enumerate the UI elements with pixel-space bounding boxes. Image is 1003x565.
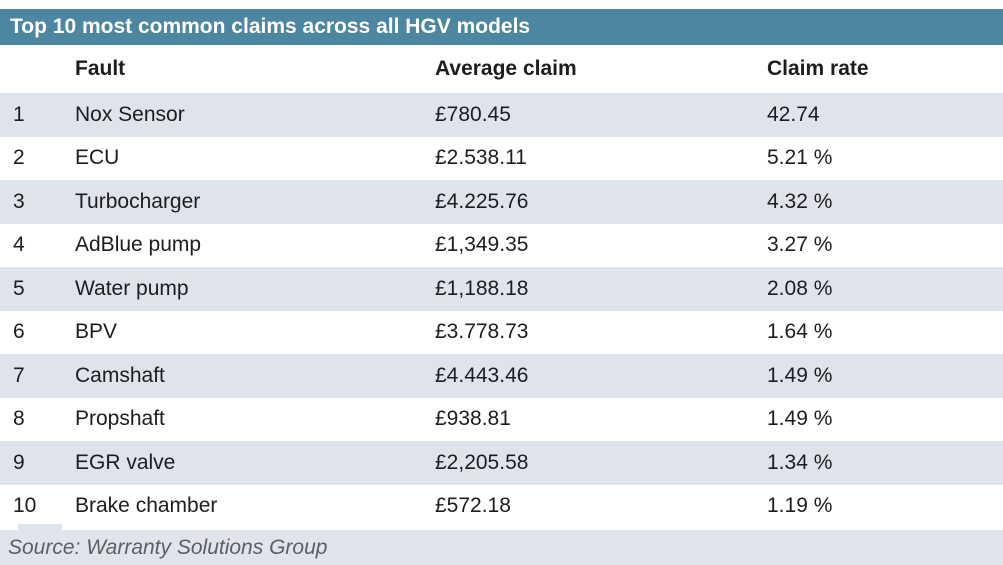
- table-title: Top 10 most common claims across all HGV…: [10, 15, 531, 38]
- table-body: 1 Nox Sensor £780.45 42.74 2 ECU £2.538.…: [0, 93, 1003, 528]
- column-gap: [420, 93, 428, 137]
- rank-cell: 9: [0, 441, 62, 485]
- rank-cell: 7: [0, 354, 62, 398]
- column-header-average-claim: Average claim: [435, 57, 577, 80]
- claim-rate-cell: 4.32 %: [757, 180, 1003, 224]
- rank-cell: 5: [0, 267, 62, 311]
- fault-cell: Water pump: [70, 267, 420, 311]
- source-text: Source: Warranty Solutions Group: [8, 535, 328, 559]
- average-claim-cell: £572.18: [435, 494, 511, 518]
- column-gap: [62, 441, 70, 485]
- fault-cell: Nox Sensor: [70, 93, 420, 137]
- column-header-fault: Fault: [75, 57, 126, 80]
- fault-cell: Turbocharger: [70, 180, 420, 224]
- column-gap: [62, 354, 70, 398]
- average-claim-cell: £2.538.11: [435, 146, 527, 170]
- average-claim-cell: £1,349.35: [435, 233, 529, 257]
- column-gap: [747, 93, 757, 137]
- column-gap: [420, 224, 428, 268]
- average-claim-cell: £780.45: [428, 93, 747, 137]
- column-gap: [62, 398, 70, 442]
- column-gap: [420, 398, 428, 442]
- rank-cell: 4: [13, 233, 25, 257]
- fault-cell: ECU: [75, 146, 120, 170]
- column-gap: [747, 441, 757, 485]
- average-claim-cell: £2,205.58: [428, 441, 747, 485]
- table-row: 4 AdBlue pump £1,349.35 3.27 %: [0, 224, 1003, 268]
- table-row: 10 Brake chamber £572.18 1.19 %: [0, 485, 1003, 529]
- column-gap: [420, 441, 428, 485]
- table-row: 8 Propshaft £938.81 1.49 %: [0, 398, 1003, 442]
- column-gap: [420, 180, 428, 224]
- table-row: 3 Turbocharger £4.225.76 4.32 %: [0, 180, 1003, 224]
- fault-cell: BPV: [75, 320, 118, 344]
- table-row: 5 Water pump £1,188.18 2.08 %: [0, 267, 1003, 311]
- average-claim-cell: £3.778.73: [435, 320, 529, 344]
- fault-cell: AdBlue pump: [75, 233, 202, 257]
- column-gap: [62, 311, 70, 355]
- column-gap: [420, 267, 428, 311]
- column-header-claim-rate: Claim rate: [767, 57, 869, 80]
- table-row: 6 BPV £3.778.73 1.64 %: [0, 311, 1003, 355]
- column-gap: [747, 398, 757, 442]
- average-claim-cell: £4.443.46: [428, 354, 747, 398]
- column-gap: [747, 267, 757, 311]
- column-gap: [62, 267, 70, 311]
- column-gap: [747, 180, 757, 224]
- average-claim-cell: £4.225.76: [428, 180, 747, 224]
- rank-cell: 6: [13, 320, 25, 344]
- column-gap: [747, 224, 757, 268]
- rank-cell: 2: [13, 146, 25, 170]
- rank-cell: 8: [13, 407, 25, 431]
- rank-cell: 1: [0, 93, 62, 137]
- column-gap: [420, 137, 428, 181]
- column-gap: [747, 485, 757, 529]
- table-row: 7 Camshaft £4.443.46 1.49 %: [0, 354, 1003, 398]
- average-claim-cell: £1,188.18: [428, 267, 747, 311]
- column-gap: [747, 137, 757, 181]
- fault-cell: EGR valve: [70, 441, 420, 485]
- column-gap: [420, 354, 428, 398]
- claim-rate-cell: 1.34 %: [757, 441, 1003, 485]
- rank-cell: 3: [0, 180, 62, 224]
- column-gap: [747, 311, 757, 355]
- claim-rate-cell: 42.74: [757, 93, 1003, 137]
- claim-rate-cell: 1.49 %: [757, 354, 1003, 398]
- claim-rate-cell: 1.49 %: [767, 407, 833, 431]
- column-gap: [420, 485, 428, 529]
- table-title-bar: Top 10 most common claims across all HGV…: [0, 9, 1003, 45]
- claim-rate-cell: 1.19 %: [767, 494, 833, 518]
- footer-notch: [18, 524, 62, 530]
- source-footer: Source: Warranty Solutions Group: [0, 524, 1003, 565]
- column-gap: [62, 485, 70, 529]
- column-gap: [62, 93, 70, 137]
- rank-cell: 10: [13, 494, 37, 518]
- average-claim-cell: £938.81: [435, 407, 511, 431]
- fault-cell: Camshaft: [70, 354, 420, 398]
- table-row: 1 Nox Sensor £780.45 42.74: [0, 93, 1003, 137]
- fault-cell: Propshaft: [75, 407, 165, 431]
- table-row: 2 ECU £2.538.11 5.21 %: [0, 137, 1003, 181]
- column-gap: [62, 137, 70, 181]
- claim-rate-cell: 1.64 %: [767, 320, 833, 344]
- claim-rate-cell: 2.08 %: [757, 267, 1003, 311]
- fault-cell: Brake chamber: [75, 494, 218, 518]
- claim-rate-cell: 5.21 %: [767, 146, 833, 170]
- claim-rate-cell: 3.27 %: [767, 233, 833, 257]
- column-gap: [420, 311, 428, 355]
- table-row: 9 EGR valve £2,205.58 1.34 %: [0, 441, 1003, 485]
- column-gap: [62, 180, 70, 224]
- column-gap: [747, 354, 757, 398]
- table-header-row: Fault Average claim Claim rate: [0, 45, 1003, 93]
- column-gap: [62, 224, 70, 268]
